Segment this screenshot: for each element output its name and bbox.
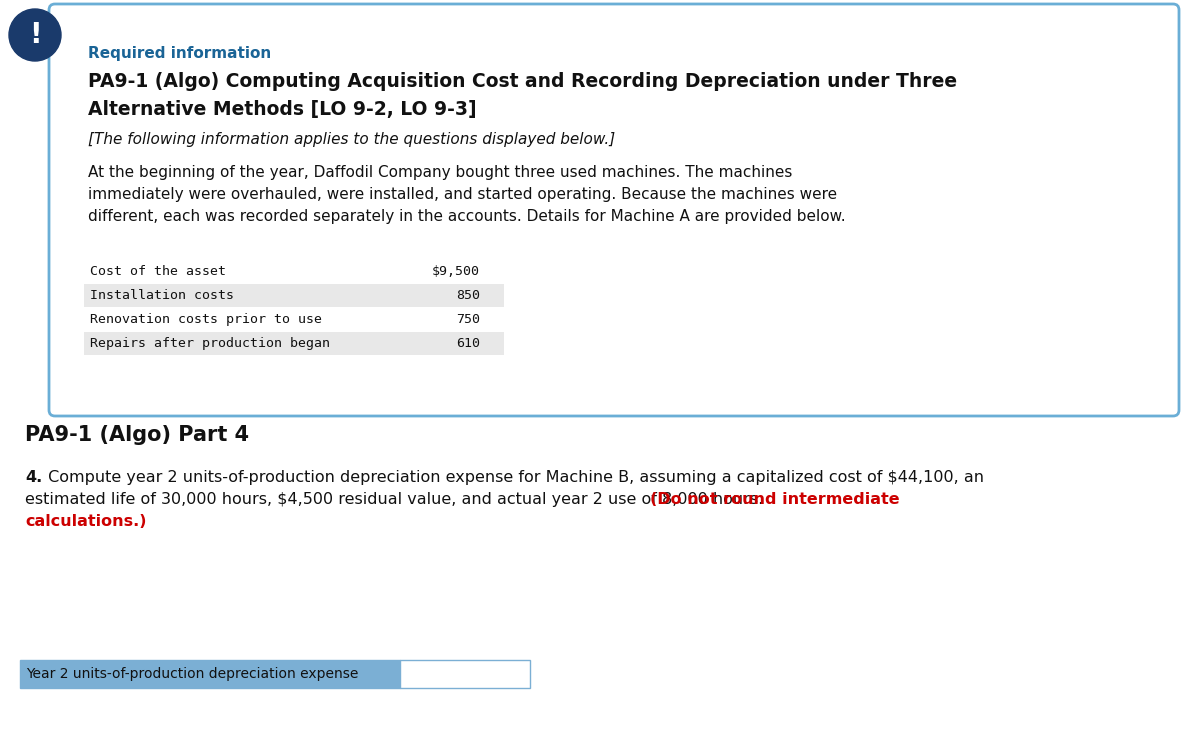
Text: Year 2 units-of-production depreciation expense: Year 2 units-of-production depreciation … <box>26 667 359 681</box>
Text: Repairs after production began: Repairs after production began <box>90 337 330 350</box>
Text: PA9-1 (Algo) Computing Acquisition Cost and Recording Depreciation under Three: PA9-1 (Algo) Computing Acquisition Cost … <box>88 72 958 91</box>
Text: (Do not round intermediate: (Do not round intermediate <box>650 492 900 507</box>
Text: [The following information applies to the questions displayed below.]: [The following information applies to th… <box>88 132 616 147</box>
Text: $9,500: $9,500 <box>432 265 480 278</box>
FancyBboxPatch shape <box>400 660 530 688</box>
Text: 610: 610 <box>456 337 480 350</box>
Text: 850: 850 <box>456 289 480 302</box>
FancyBboxPatch shape <box>84 332 504 355</box>
Text: Installation costs: Installation costs <box>90 289 234 302</box>
Circle shape <box>10 9 61 61</box>
Text: Cost of the asset: Cost of the asset <box>90 265 226 278</box>
FancyBboxPatch shape <box>49 4 1178 416</box>
FancyBboxPatch shape <box>84 308 504 331</box>
FancyBboxPatch shape <box>20 660 400 688</box>
Text: At the beginning of the year, Daffodil Company bought three used machines. The m: At the beginning of the year, Daffodil C… <box>88 165 792 180</box>
Text: Compute year 2 units-of-production depreciation expense for Machine B, assuming : Compute year 2 units-of-production depre… <box>43 470 984 485</box>
Text: !: ! <box>29 21 41 49</box>
Text: immediately were overhauled, were installed, and started operating. Because the : immediately were overhauled, were instal… <box>88 187 838 202</box>
FancyBboxPatch shape <box>84 260 504 283</box>
Text: estimated life of 30,000 hours, $4,500 residual value, and actual year 2 use of : estimated life of 30,000 hours, $4,500 r… <box>25 492 768 507</box>
Text: Renovation costs prior to use: Renovation costs prior to use <box>90 313 322 326</box>
Text: Required information: Required information <box>88 46 271 61</box>
Text: 4.: 4. <box>25 470 42 485</box>
Text: calculations.): calculations.) <box>25 514 146 529</box>
Text: PA9-1 (Algo) Part 4: PA9-1 (Algo) Part 4 <box>25 425 250 445</box>
FancyBboxPatch shape <box>84 284 504 307</box>
Text: 750: 750 <box>456 313 480 326</box>
Text: Alternative Methods [LO 9-2, LO 9-3]: Alternative Methods [LO 9-2, LO 9-3] <box>88 100 476 119</box>
Text: different, each was recorded separately in the accounts. Details for Machine A a: different, each was recorded separately … <box>88 209 846 224</box>
